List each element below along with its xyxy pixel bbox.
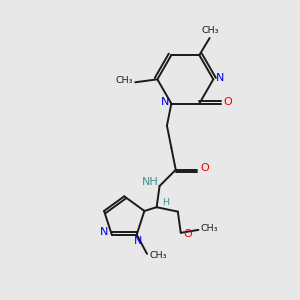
Text: O: O	[224, 97, 232, 107]
Text: H: H	[162, 198, 169, 207]
Text: N: N	[134, 236, 142, 246]
Text: N: N	[216, 73, 224, 83]
Text: CH₃: CH₃	[115, 76, 133, 85]
Text: N: N	[100, 227, 109, 237]
Text: NH: NH	[142, 177, 158, 187]
Text: O: O	[184, 229, 193, 239]
Text: CH₃: CH₃	[202, 26, 219, 35]
Text: CH₃: CH₃	[149, 251, 167, 260]
Text: CH₃: CH₃	[201, 224, 218, 233]
Text: N: N	[161, 97, 169, 107]
Text: O: O	[200, 163, 209, 173]
